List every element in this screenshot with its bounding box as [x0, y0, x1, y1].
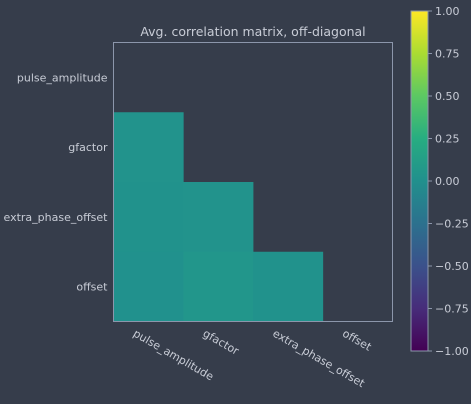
colorbar-tick-label: −0.50 [435, 260, 469, 273]
colorbar-tick-label: −1.00 [435, 345, 469, 358]
y-tick-label: pulse_amplitude [17, 71, 108, 84]
colorbar-tick-label: 0.75 [435, 48, 460, 61]
colorbar: 1.00 0.75 0.50 0.25 0.00 −0.25 −0.50 −0.75 −1.00 [411, 5, 469, 358]
colorbar-tick-label: 0.50 [435, 90, 460, 103]
y-tick-label: extra_phase_offset [4, 211, 109, 224]
colorbar-tick-label: −0.75 [435, 303, 469, 316]
heatmap-cell [253, 252, 323, 322]
heatmap-cell [114, 112, 184, 182]
x-tick-label: gfactor [201, 327, 242, 358]
y-tick-label: offset [76, 281, 108, 294]
heatmap-cell [183, 252, 253, 322]
y-tick-label: gfactor [68, 141, 108, 154]
x-tick-label: offset [340, 327, 374, 354]
heatmap-cells [114, 112, 324, 322]
heatmap-cell [114, 182, 184, 252]
colorbar-tick-label: 0.25 [435, 133, 460, 146]
colorbar-gradient [411, 11, 428, 351]
colorbar-tick-label: −0.25 [435, 218, 469, 231]
colorbar-ticks: 1.00 0.75 0.50 0.25 0.00 −0.25 −0.50 −0.75 −1.00 [428, 5, 469, 358]
chart-title: Avg. correlation matrix, off-diagonal [140, 24, 365, 39]
colorbar-tick-label: 1.00 [435, 5, 460, 18]
heatmap-cell [114, 252, 184, 322]
heatmap-cell [183, 182, 253, 252]
colorbar-tick-label: 0.00 [435, 175, 460, 188]
